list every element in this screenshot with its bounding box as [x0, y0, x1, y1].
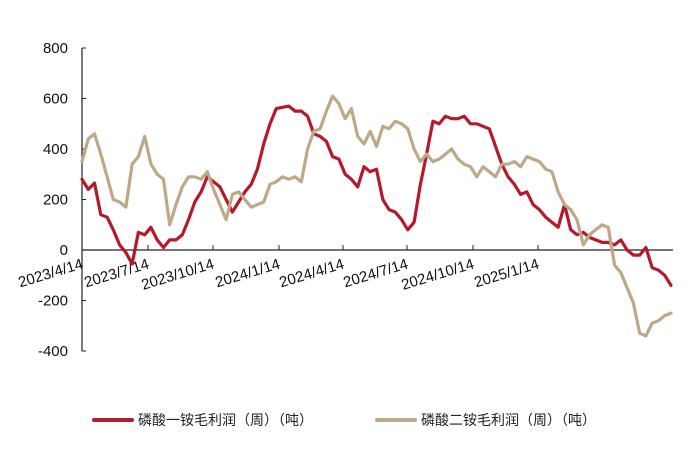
map-profit-line — [80, 104, 673, 287]
x-tick-label: 2024/10/14 — [399, 256, 476, 294]
y-tick-label: -400 — [38, 343, 68, 360]
y-tick-label: 600 — [43, 91, 68, 108]
x-tick-label: 2023/7/14 — [82, 256, 151, 292]
y-tick-label: -200 — [38, 293, 68, 310]
legend-swatch-map — [92, 418, 134, 422]
y-tick-label: 200 — [43, 192, 68, 209]
legend-item-dap: 磷酸二铵毛利润（周）（吨） — [375, 410, 596, 430]
y-tick-label: 400 — [43, 141, 68, 158]
dap-profit-line — [80, 94, 673, 338]
x-tick-label: 2023/10/14 — [139, 256, 216, 294]
x-tick-label: 2025/1/14 — [472, 256, 541, 292]
legend: 磷酸一铵毛利润（周）（吨） 磷酸二铵毛利润（周）（吨） — [92, 410, 596, 430]
y-axis: -400 -200 0 200 400 600 800 — [38, 40, 86, 360]
legend-label-map: 磷酸一铵毛利润（周）（吨） — [138, 413, 313, 429]
x-tick-label: 2023/4/14 — [16, 256, 85, 292]
y-tick-label: 800 — [43, 40, 68, 57]
legend-item-map: 磷酸一铵毛利润（周）（吨） — [92, 410, 313, 430]
y-tick-label: 0 — [60, 242, 68, 259]
legend-label-dap: 磷酸二铵毛利润（周）（吨） — [421, 413, 596, 429]
x-tick-label: 2024/7/14 — [341, 256, 410, 292]
x-tick-label: 2024/1/14 — [213, 256, 282, 292]
x-axis: 2023/4/142023/7/142023/10/142024/1/14202… — [16, 245, 673, 294]
series-lines — [80, 94, 673, 338]
legend-swatch-dap — [375, 418, 417, 422]
x-tick-label: 2024/4/14 — [277, 256, 346, 292]
